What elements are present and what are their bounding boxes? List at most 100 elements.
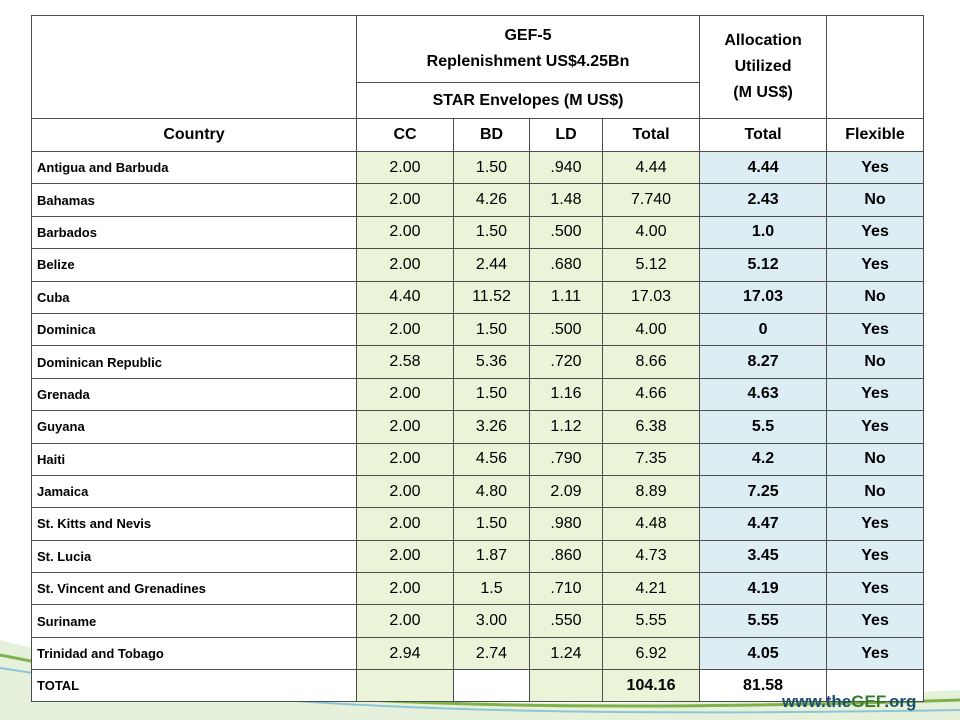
country-cell: Grenada bbox=[31, 377, 357, 412]
bd-cell: 1.50 bbox=[453, 507, 530, 541]
util-total-cell: 4.47 bbox=[699, 507, 828, 541]
ld-cell: .710 bbox=[529, 572, 603, 606]
table-row: Haiti 2.00 4.56.790 7.35 4.2 No bbox=[31, 442, 925, 476]
bd-cell: 5.36 bbox=[453, 345, 530, 379]
col-ld: LD bbox=[529, 118, 603, 152]
star-total-cell: 4.00 bbox=[601, 312, 701, 347]
flexible-cell: Yes bbox=[826, 539, 925, 574]
ld-cell: .500 bbox=[529, 215, 603, 250]
bd-cell: 4.26 bbox=[453, 183, 530, 217]
ld-cell: .790 bbox=[529, 442, 603, 476]
ld-cell: 1.24 bbox=[529, 636, 603, 671]
ld-cell: .860 bbox=[529, 539, 603, 574]
country-cell: Haiti bbox=[31, 442, 357, 476]
ld-cell: 1.11 bbox=[529, 280, 603, 314]
cc-cell: 2.58 bbox=[356, 345, 454, 379]
star-total-cell: 7.35 bbox=[601, 442, 701, 476]
util-total-cell: 2.43 bbox=[699, 183, 828, 217]
cc-cell: 2.00 bbox=[356, 248, 454, 282]
star-total-cell: 4.21 bbox=[601, 572, 701, 606]
table-row: St. Kitts and Nevis 2.00 1.50.980 4.48 4.47 Y… bbox=[31, 507, 925, 541]
star-total-cell: 5.55 bbox=[601, 604, 701, 638]
table-row: St. Lucia 2.00 1.87.860 4.73 3.45 Yes bbox=[31, 539, 925, 574]
flexible-cell: Yes bbox=[826, 572, 925, 606]
logo-prefix: www.the bbox=[782, 692, 852, 711]
country-cell: Jamaica bbox=[31, 474, 357, 509]
util-total-cell: 5.5 bbox=[699, 410, 828, 444]
util-total-cell: 1.0 bbox=[699, 215, 828, 250]
flexible-cell: Yes bbox=[826, 312, 925, 347]
country-cell: St. Lucia bbox=[31, 539, 357, 574]
star-total-cell: 6.92 bbox=[601, 636, 701, 671]
ld-cell: .940 bbox=[529, 150, 603, 185]
total-ld bbox=[529, 669, 603, 703]
allocation-utilized-header: Allocation Utilized (M US$) bbox=[699, 15, 828, 119]
star-total-cell: 6.38 bbox=[601, 410, 701, 444]
bd-cell: 1.5 bbox=[453, 572, 530, 606]
table-row: Bahamas 2.00 4.26 1.48 7.740 2.43 No bbox=[31, 183, 925, 217]
total-label: TOTAL bbox=[31, 669, 357, 703]
cc-cell: 2.00 bbox=[356, 507, 454, 541]
ld-cell: 1.48 bbox=[529, 183, 603, 217]
flexible-cell: Yes bbox=[826, 150, 925, 185]
cc-cell: 2.94 bbox=[356, 636, 454, 671]
col-flexible: Flexible bbox=[826, 118, 925, 152]
cc-cell: 2.00 bbox=[356, 474, 454, 509]
ld-cell: .550 bbox=[529, 604, 603, 638]
table-row: Guyana 2.00 3.26 1.12 6.38 5.5 Yes bbox=[31, 410, 925, 444]
flexible-cell: Yes bbox=[826, 507, 925, 541]
allocation-line3: (M US$) bbox=[733, 84, 793, 101]
country-cell: Dominican Republic bbox=[31, 345, 357, 379]
gef5-header: GEF-5 Replenishment US$4.25Bn bbox=[355, 15, 701, 83]
bd-cell: 4.80 bbox=[453, 474, 530, 509]
total-flexible bbox=[826, 669, 925, 703]
col-bd: BD bbox=[453, 118, 530, 152]
header-empty-cell-right bbox=[826, 15, 925, 119]
bd-cell: 1.50 bbox=[453, 150, 530, 185]
util-total-cell: 4.63 bbox=[699, 377, 828, 412]
country-cell: Dominica bbox=[31, 312, 357, 347]
table-row: Trinidad and Tobago 2.94 2.74 1.24 6.92 4.05 Y… bbox=[31, 636, 925, 671]
logo-suffix: .org bbox=[884, 692, 917, 711]
cc-cell: 2.00 bbox=[356, 410, 454, 444]
flexible-cell: No bbox=[826, 345, 925, 379]
country-cell: St. Vincent and Grenadines bbox=[31, 572, 357, 606]
star-total-cell: 4.66 bbox=[601, 377, 701, 412]
flexible-cell: Yes bbox=[826, 377, 925, 412]
country-cell: Trinidad and Tobago bbox=[31, 636, 357, 671]
util-total-cell: 17.03 bbox=[699, 280, 828, 314]
bd-cell: 2.74 bbox=[453, 636, 530, 671]
cc-cell: 2.00 bbox=[356, 183, 454, 217]
table-row: Antigua and Barbuda 2.00 1.50.940 4.44 4.44 Y… bbox=[31, 150, 925, 185]
cc-cell: 2.00 bbox=[356, 150, 454, 185]
table-row: Jamaica 2.00 4.80 2.09 8.89 7.25 No bbox=[31, 474, 925, 509]
util-total-cell: 5.12 bbox=[699, 248, 828, 282]
col-util-total: Total bbox=[699, 118, 828, 152]
country-cell: Barbados bbox=[31, 215, 357, 250]
header-empty-cell bbox=[31, 15, 357, 119]
star-allocation-table: GEF-5 Replenishment US$4.25Bn Allocation… bbox=[31, 15, 925, 703]
allocation-line1: Allocation bbox=[724, 32, 802, 49]
util-total-cell: 4.19 bbox=[699, 572, 828, 606]
bd-cell: 11.52 bbox=[453, 280, 530, 314]
ld-cell: 1.16 bbox=[529, 377, 603, 412]
util-total-cell: 4.44 bbox=[699, 150, 828, 185]
country-cell: Belize bbox=[31, 248, 357, 282]
bd-cell: 1.50 bbox=[453, 377, 530, 412]
bd-cell: 1.50 bbox=[453, 312, 530, 347]
bd-cell: 2.44 bbox=[453, 248, 530, 282]
star-total-cell: 17.03 bbox=[601, 280, 701, 314]
bd-cell: 1.50 bbox=[453, 215, 530, 250]
table-row: Grenada 2.00 1.50 1.16 4.66 4.63 Yes bbox=[31, 377, 925, 412]
col-total: Total bbox=[601, 118, 701, 152]
cc-cell: 2.00 bbox=[356, 539, 454, 574]
flexible-cell: Yes bbox=[826, 215, 925, 250]
star-total-cell: 4.44 bbox=[601, 150, 701, 185]
table-row: St. Vincent and Grenadines 2.00 1.5.710 4.2… bbox=[31, 572, 925, 606]
util-total-cell: 4.05 bbox=[699, 636, 828, 671]
total-cc bbox=[356, 669, 454, 703]
bd-cell: 3.00 bbox=[453, 604, 530, 638]
logo-brand: GEF bbox=[851, 692, 885, 711]
bd-cell: 3.26 bbox=[453, 410, 530, 444]
table-row: Dominican Republic 2.58 5.36.720 8.66 8.27 No bbox=[31, 345, 925, 379]
